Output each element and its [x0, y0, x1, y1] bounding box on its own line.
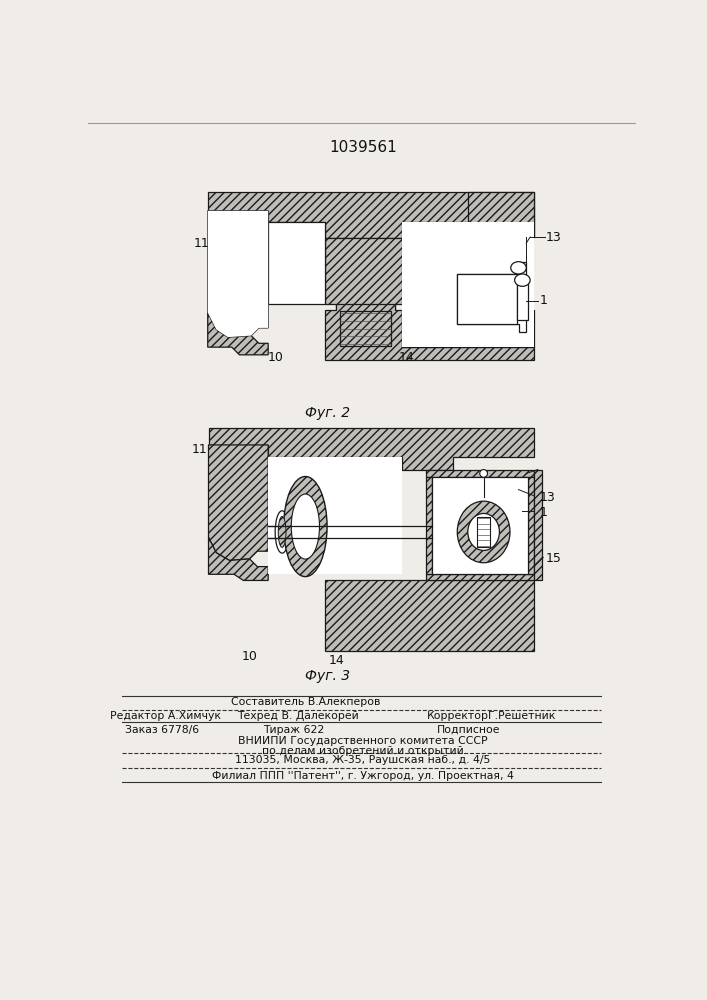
Text: 113035, Москва, Ж-35, Раушская наб., д. 4/5: 113035, Москва, Ж-35, Раушская наб., д. …	[235, 755, 491, 765]
Polygon shape	[208, 312, 268, 355]
Bar	[402, 310, 534, 347]
Bar	[426, 477, 432, 574]
Bar	[477, 517, 490, 547]
Text: 10: 10	[268, 351, 284, 364]
Ellipse shape	[468, 513, 499, 550]
Text: 1039561: 1039561	[329, 140, 397, 155]
Ellipse shape	[284, 477, 327, 577]
Text: 13: 13	[539, 491, 555, 504]
Polygon shape	[325, 238, 402, 310]
Polygon shape	[208, 211, 268, 337]
Text: Редактор А.Химчук: Редактор А.Химчук	[110, 711, 221, 721]
Text: 1: 1	[539, 506, 547, 519]
Ellipse shape	[457, 501, 510, 563]
Bar	[517, 278, 528, 320]
Bar	[426, 470, 534, 477]
Text: КорректорГ.Решетник: КорректорГ.Решетник	[427, 711, 556, 721]
Text: Подписное: Подписное	[436, 725, 500, 735]
Polygon shape	[325, 304, 534, 360]
Text: 14: 14	[329, 654, 344, 667]
Text: 14: 14	[398, 351, 414, 364]
Bar	[534, 470, 542, 580]
Polygon shape	[208, 211, 268, 337]
Polygon shape	[208, 192, 534, 238]
Text: Заказ 6778/6: Заказ 6778/6	[125, 725, 199, 735]
Text: Составитель В.Алекперов: Составитель В.Алекперов	[230, 697, 380, 707]
Text: Фуг. 2: Фуг. 2	[305, 406, 350, 420]
Circle shape	[480, 470, 488, 477]
Polygon shape	[457, 274, 517, 324]
Ellipse shape	[279, 517, 286, 547]
Text: 13: 13	[546, 231, 561, 244]
Ellipse shape	[510, 262, 526, 274]
Bar	[468, 192, 534, 237]
Text: 10: 10	[242, 650, 257, 663]
Bar	[340, 311, 391, 346]
Text: ВНИИПИ Государственного комитета СССР: ВНИИПИ Государственного комитета СССР	[238, 736, 488, 746]
Text: по делам изобретений и открытий: по делам изобретений и открытий	[262, 746, 464, 756]
Bar	[426, 574, 534, 580]
Ellipse shape	[291, 494, 320, 559]
Bar	[432, 477, 528, 574]
Text: 11: 11	[192, 443, 208, 456]
Polygon shape	[209, 445, 268, 560]
Text: 11: 11	[194, 237, 209, 250]
Polygon shape	[209, 428, 534, 470]
Ellipse shape	[275, 511, 289, 553]
Polygon shape	[268, 222, 325, 304]
Bar	[528, 477, 534, 574]
Text: 15: 15	[546, 552, 561, 565]
Text: 1: 1	[539, 294, 547, 307]
Polygon shape	[402, 222, 534, 347]
Text: Фуг. 3: Фуг. 3	[305, 669, 350, 683]
Text: Тираж 622: Тираж 622	[263, 725, 325, 735]
Polygon shape	[268, 457, 402, 574]
Bar	[402, 222, 534, 347]
Ellipse shape	[515, 274, 530, 286]
Polygon shape	[325, 580, 534, 651]
Polygon shape	[209, 537, 268, 580]
Text: Филиал ППП ''Патент'', г. Ужгород, ул. Проектная, 4: Филиал ППП ''Патент'', г. Ужгород, ул. П…	[212, 771, 514, 781]
Polygon shape	[457, 262, 526, 332]
Text: Техред В. Далекорей: Техред В. Далекорей	[237, 711, 358, 721]
